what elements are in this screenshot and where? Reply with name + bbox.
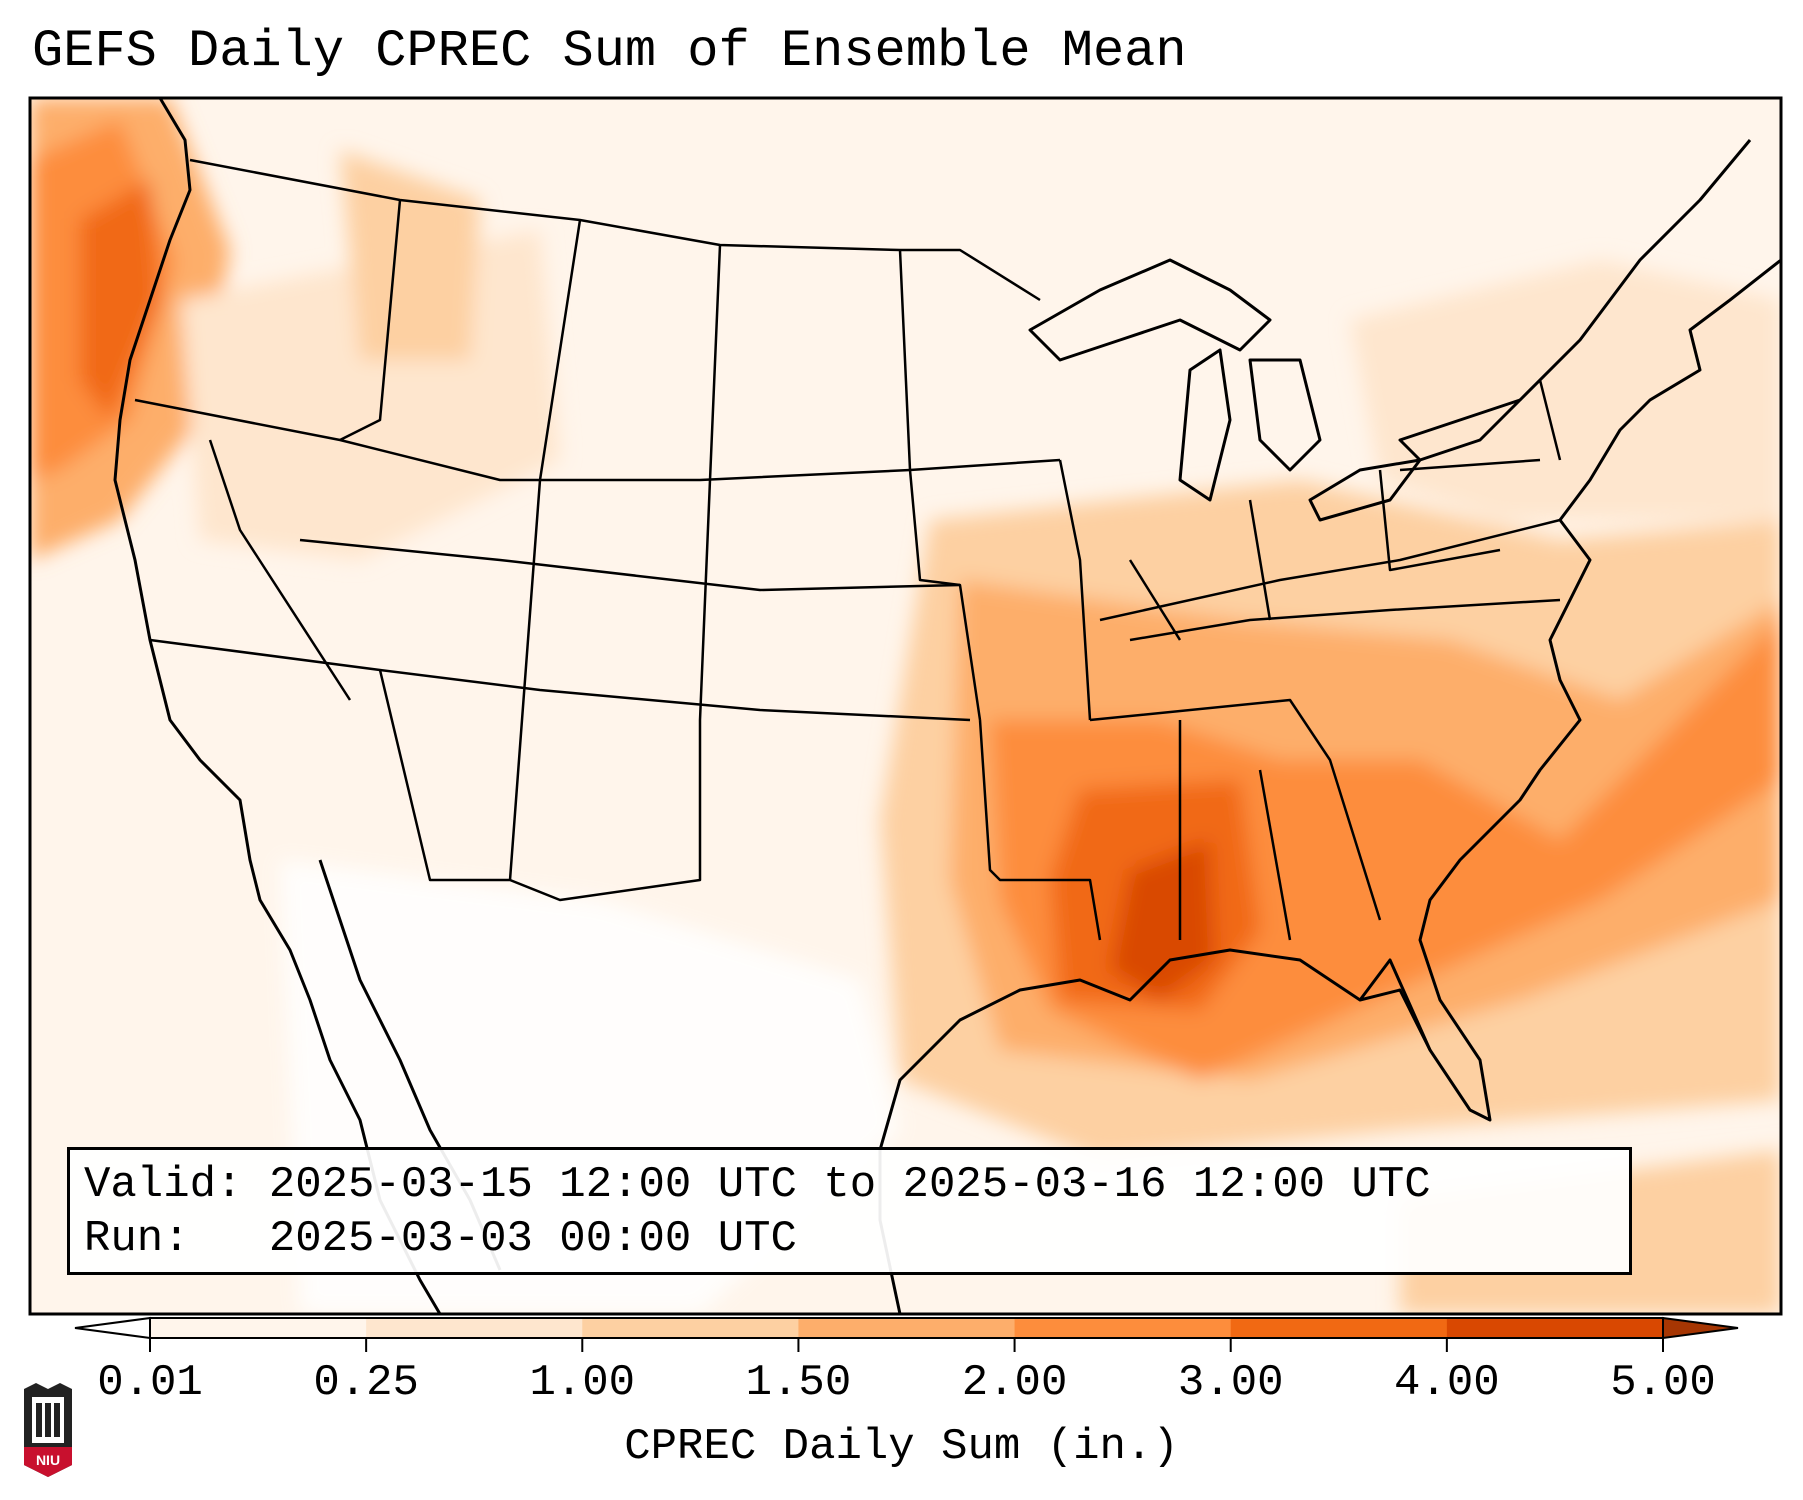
valid-label: Valid: xyxy=(84,1160,243,1210)
valid-run-box: Valid: 2025-03-15 12:00 UTC to 2025-03-1… xyxy=(67,1147,1632,1275)
colorbar xyxy=(74,1316,1739,1352)
run-line: Run: 2025-03-03 00:00 UTC xyxy=(84,1212,1615,1266)
colorbar-tick-label: 2.00 xyxy=(961,1358,1068,1408)
colorbar-segment xyxy=(1014,1318,1232,1338)
page-title: GEFS Daily CPREC Sum of Ensemble Mean xyxy=(32,22,1187,81)
svg-text:NIU: NIU xyxy=(36,1452,60,1468)
colorbar-segment xyxy=(798,1318,1016,1338)
colorbar-frame xyxy=(149,1317,1664,1339)
niu-logo-icon: NIU xyxy=(24,1383,72,1477)
colorbar-tick-label: 0.25 xyxy=(313,1358,419,1408)
colorbar-tick-label: 3.00 xyxy=(1177,1358,1284,1408)
colorbar-tick-label: 4.00 xyxy=(1394,1358,1500,1408)
colorbar-tick-label: 5.00 xyxy=(1610,1358,1716,1408)
coastlines xyxy=(113,98,1781,1314)
colorbar-extend-low xyxy=(74,1316,151,1340)
colorbar-segment xyxy=(366,1318,583,1338)
colorbar-tick-label: 1.50 xyxy=(745,1358,852,1408)
colorbar-tick-label: 1.00 xyxy=(529,1358,636,1408)
map-frame xyxy=(28,96,1783,1316)
valid-line: Valid: 2025-03-15 12:00 UTC to 2025-03-1… xyxy=(84,1158,1615,1212)
colorbar-segment xyxy=(1446,1318,1664,1338)
colorbar-extend-high xyxy=(1662,1316,1739,1340)
colorbar-segment xyxy=(582,1318,799,1338)
state-borders xyxy=(134,158,1562,941)
run-label: Run: xyxy=(84,1214,190,1264)
colorbar-segment xyxy=(1230,1318,1448,1338)
colorbar-segment xyxy=(150,1318,367,1338)
valid-value: 2025-03-15 12:00 UTC to 2025-03-16 12:00… xyxy=(268,1160,1431,1210)
colorbar-tick-label: 0.01 xyxy=(97,1358,203,1408)
colorbar-label: CPREC Daily Sum (in.) xyxy=(624,1422,1179,1472)
run-value: 2025-03-03 00:00 UTC xyxy=(268,1214,797,1264)
